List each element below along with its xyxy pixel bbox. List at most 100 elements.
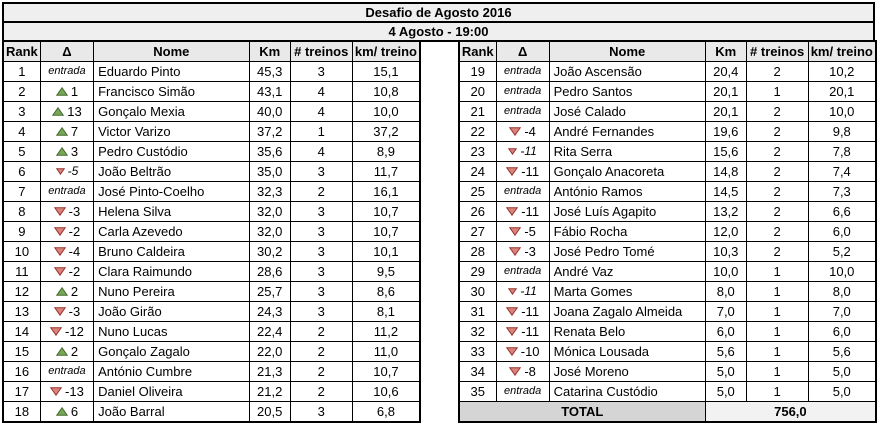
km-per-treino-cell: 9,5	[351, 261, 421, 282]
delta-indicator: -3	[499, 243, 547, 261]
delta-cell: -5	[39, 161, 95, 182]
header-row: Rank Δ Nome Km # treinos km/ treino	[458, 40, 877, 62]
delta-cell: 1	[39, 81, 95, 102]
delta-cell: 6	[39, 401, 95, 423]
delta-cell: -11	[495, 321, 550, 342]
km-cell: 35,6	[248, 141, 291, 162]
name-cell: Gonçalo Mexia	[93, 101, 250, 122]
delta-indicator: 7	[43, 123, 91, 141]
rank-cell: 16	[2, 361, 41, 382]
table-row: 30 -11 Marta Gomes 8,0 1 8,0	[458, 281, 877, 302]
column-header-rank: Rank	[458, 40, 497, 62]
table-row: 6 -5 João Beltrão 35,0 3 11,7	[2, 161, 421, 182]
rank-cell: 27	[458, 221, 497, 242]
up-arrow-icon	[55, 87, 68, 96]
delta-value: -3	[68, 204, 81, 219]
delta-cell: -5	[495, 221, 550, 242]
delta-cell: -11	[495, 281, 550, 302]
rank-cell: 5	[2, 141, 41, 162]
km-per-treino-cell: 16,1	[351, 181, 421, 202]
rank-cell: 26	[458, 201, 497, 222]
delta-indicator: -11	[499, 163, 547, 181]
delta-value: -11	[520, 144, 537, 158]
delta-cell: -10	[495, 341, 550, 362]
km-cell: 21,2	[248, 381, 291, 402]
km-per-treino-cell: 5,0	[807, 381, 877, 402]
delta-indicator: -3	[43, 203, 91, 221]
delta-cell: -11	[495, 141, 550, 162]
table-row: 11 -2 Clara Raimundo 28,6 3 9,5	[2, 261, 421, 282]
column-header-treinos: # treinos	[289, 40, 353, 62]
table-row: 4 7 Victor Varizo 37,2 1 37,2	[2, 121, 421, 142]
rank-cell: 2	[2, 81, 41, 102]
table-row: 34 -8 José Moreno 5,0 1 5,0	[458, 361, 877, 382]
treinos-cell: 2	[289, 181, 353, 202]
delta-cell: entrada	[495, 101, 550, 122]
km-cell: 20,1	[704, 81, 747, 102]
treinos-cell: 2	[745, 241, 809, 262]
delta-indicator: 2	[43, 283, 91, 301]
treinos-cell: 1	[745, 301, 809, 322]
treinos-cell: 2	[745, 161, 809, 182]
rank-cell: 6	[2, 161, 41, 182]
treinos-cell: 2	[289, 321, 353, 342]
name-cell: Nuno Lucas	[93, 321, 250, 342]
down-arrow-icon	[508, 288, 518, 295]
delta-indicator: 13	[43, 103, 91, 121]
delta-indicator: -11	[499, 283, 547, 301]
delta-cell: -3	[39, 301, 95, 322]
delta-cell: 7	[39, 121, 95, 142]
entrada-label: entrada	[503, 265, 542, 277]
down-arrow-icon	[506, 167, 519, 176]
table-row: 7 entrada José Pinto-Coelho 32,3 2 16,1	[2, 181, 421, 202]
table-row: 3 13 Gonçalo Mexia 40,0 4 10,0	[2, 101, 421, 122]
name-cell: André Vaz	[548, 261, 706, 282]
treinos-cell: 2	[289, 381, 353, 402]
challenge-title: Desafio de Agosto 2016	[2, 2, 875, 23]
km-per-treino-cell: 10,2	[807, 61, 877, 82]
rank-cell: 29	[458, 261, 497, 282]
delta-indicator: entrada	[499, 103, 547, 121]
km-cell: 45,3	[248, 61, 291, 82]
ranking-tables: Rank Δ Nome Km # treinos km/ treino 1 entrada Ed…	[2, 40, 877, 423]
table-row: 29 entrada André Vaz 10,0 1 10,0	[458, 261, 877, 282]
column-header-nome: Nome	[93, 40, 250, 62]
name-cell: Victor Varizo	[93, 121, 250, 142]
delta-indicator: -8	[499, 363, 547, 381]
total-row: TOTAL 756,0	[458, 401, 877, 423]
km-per-treino-cell: 10,1	[351, 241, 421, 262]
treinos-cell: 3	[289, 281, 353, 302]
rank-cell: 24	[458, 161, 497, 182]
km-per-treino-cell: 6,0	[807, 321, 877, 342]
delta-cell: entrada	[495, 81, 550, 102]
km-per-treino-cell: 10,8	[351, 81, 421, 102]
down-arrow-icon	[508, 148, 518, 155]
delta-value: -10	[520, 344, 540, 359]
km-cell: 35,0	[248, 161, 291, 182]
name-cell: José Luís Agapito	[548, 201, 706, 222]
rank-cell: 12	[2, 281, 41, 302]
delta-cell: entrada	[39, 181, 95, 202]
name-cell: Rita Serra	[548, 141, 706, 162]
delta-indicator: entrada	[43, 183, 91, 201]
delta-cell: entrada	[39, 361, 95, 382]
table-row: 1 entrada Eduardo Pinto 45,3 3 15,1	[2, 61, 421, 82]
up-arrow-icon	[55, 287, 68, 296]
date-subtitle: 4 Agosto - 19:00	[2, 21, 875, 42]
name-cell: António Cumbre	[93, 361, 250, 382]
treinos-cell: 4	[289, 141, 353, 162]
name-cell: Pedro Santos	[548, 81, 706, 102]
rank-cell: 31	[458, 301, 497, 322]
delta-cell: 3	[39, 141, 95, 162]
delta-value: -11	[521, 204, 540, 219]
name-cell: João Girão	[93, 301, 250, 322]
km-per-treino-cell: 9,8	[807, 121, 877, 142]
delta-cell: -11	[495, 161, 550, 182]
km-cell: 22,0	[248, 341, 291, 362]
km-cell: 40,0	[248, 101, 291, 122]
delta-cell: entrada	[495, 381, 550, 402]
treinos-cell: 3	[289, 61, 353, 82]
treinos-cell: 2	[745, 221, 809, 242]
up-arrow-icon	[52, 107, 65, 116]
